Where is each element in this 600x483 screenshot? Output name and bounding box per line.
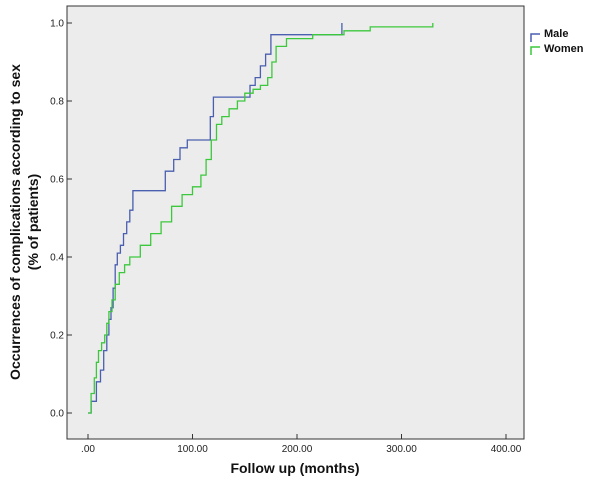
y-axis-title-line1: Occurrences of complications according t… — [7, 64, 23, 380]
x-tick-label: 100.00 — [177, 444, 208, 455]
legend: Male Women — [530, 28, 584, 55]
x-tick-label: .00 — [81, 444, 95, 455]
plot-area — [66, 5, 525, 440]
x-tick-label: 300.00 — [386, 444, 417, 455]
legend-swatch-women — [530, 46, 540, 55]
y-tick-label: 0.2 — [50, 331, 64, 342]
y-axis-title-line2: (% of patients) — [25, 174, 41, 270]
series-line-women — [88, 23, 434, 414]
series-line-male — [88, 23, 343, 414]
y-tick-label: 0.6 — [50, 175, 64, 186]
x-tick-label: 400.00 — [491, 444, 522, 455]
series-layer — [88, 23, 434, 414]
y-axis: 0.0 0.2 0.4 0.6 0.8 1.0 — [50, 19, 72, 420]
y-tick-label: 0.0 — [50, 409, 64, 420]
legend-entry-women: Women — [530, 43, 584, 55]
x-axis-title: Follow up (months) — [230, 460, 359, 476]
legend-label-women: Women — [544, 43, 584, 55]
legend-entry-male: Male — [530, 28, 568, 42]
legend-label-male: Male — [544, 28, 568, 40]
legend-swatch-male — [530, 33, 540, 42]
y-tick-label: 1.0 — [50, 19, 64, 30]
x-tick-label: 200.00 — [282, 444, 313, 455]
y-tick-label: 0.4 — [50, 253, 64, 264]
y-tick-label: 0.8 — [50, 97, 64, 108]
x-axis: .00 100.00 200.00 300.00 400.00 — [81, 434, 522, 455]
